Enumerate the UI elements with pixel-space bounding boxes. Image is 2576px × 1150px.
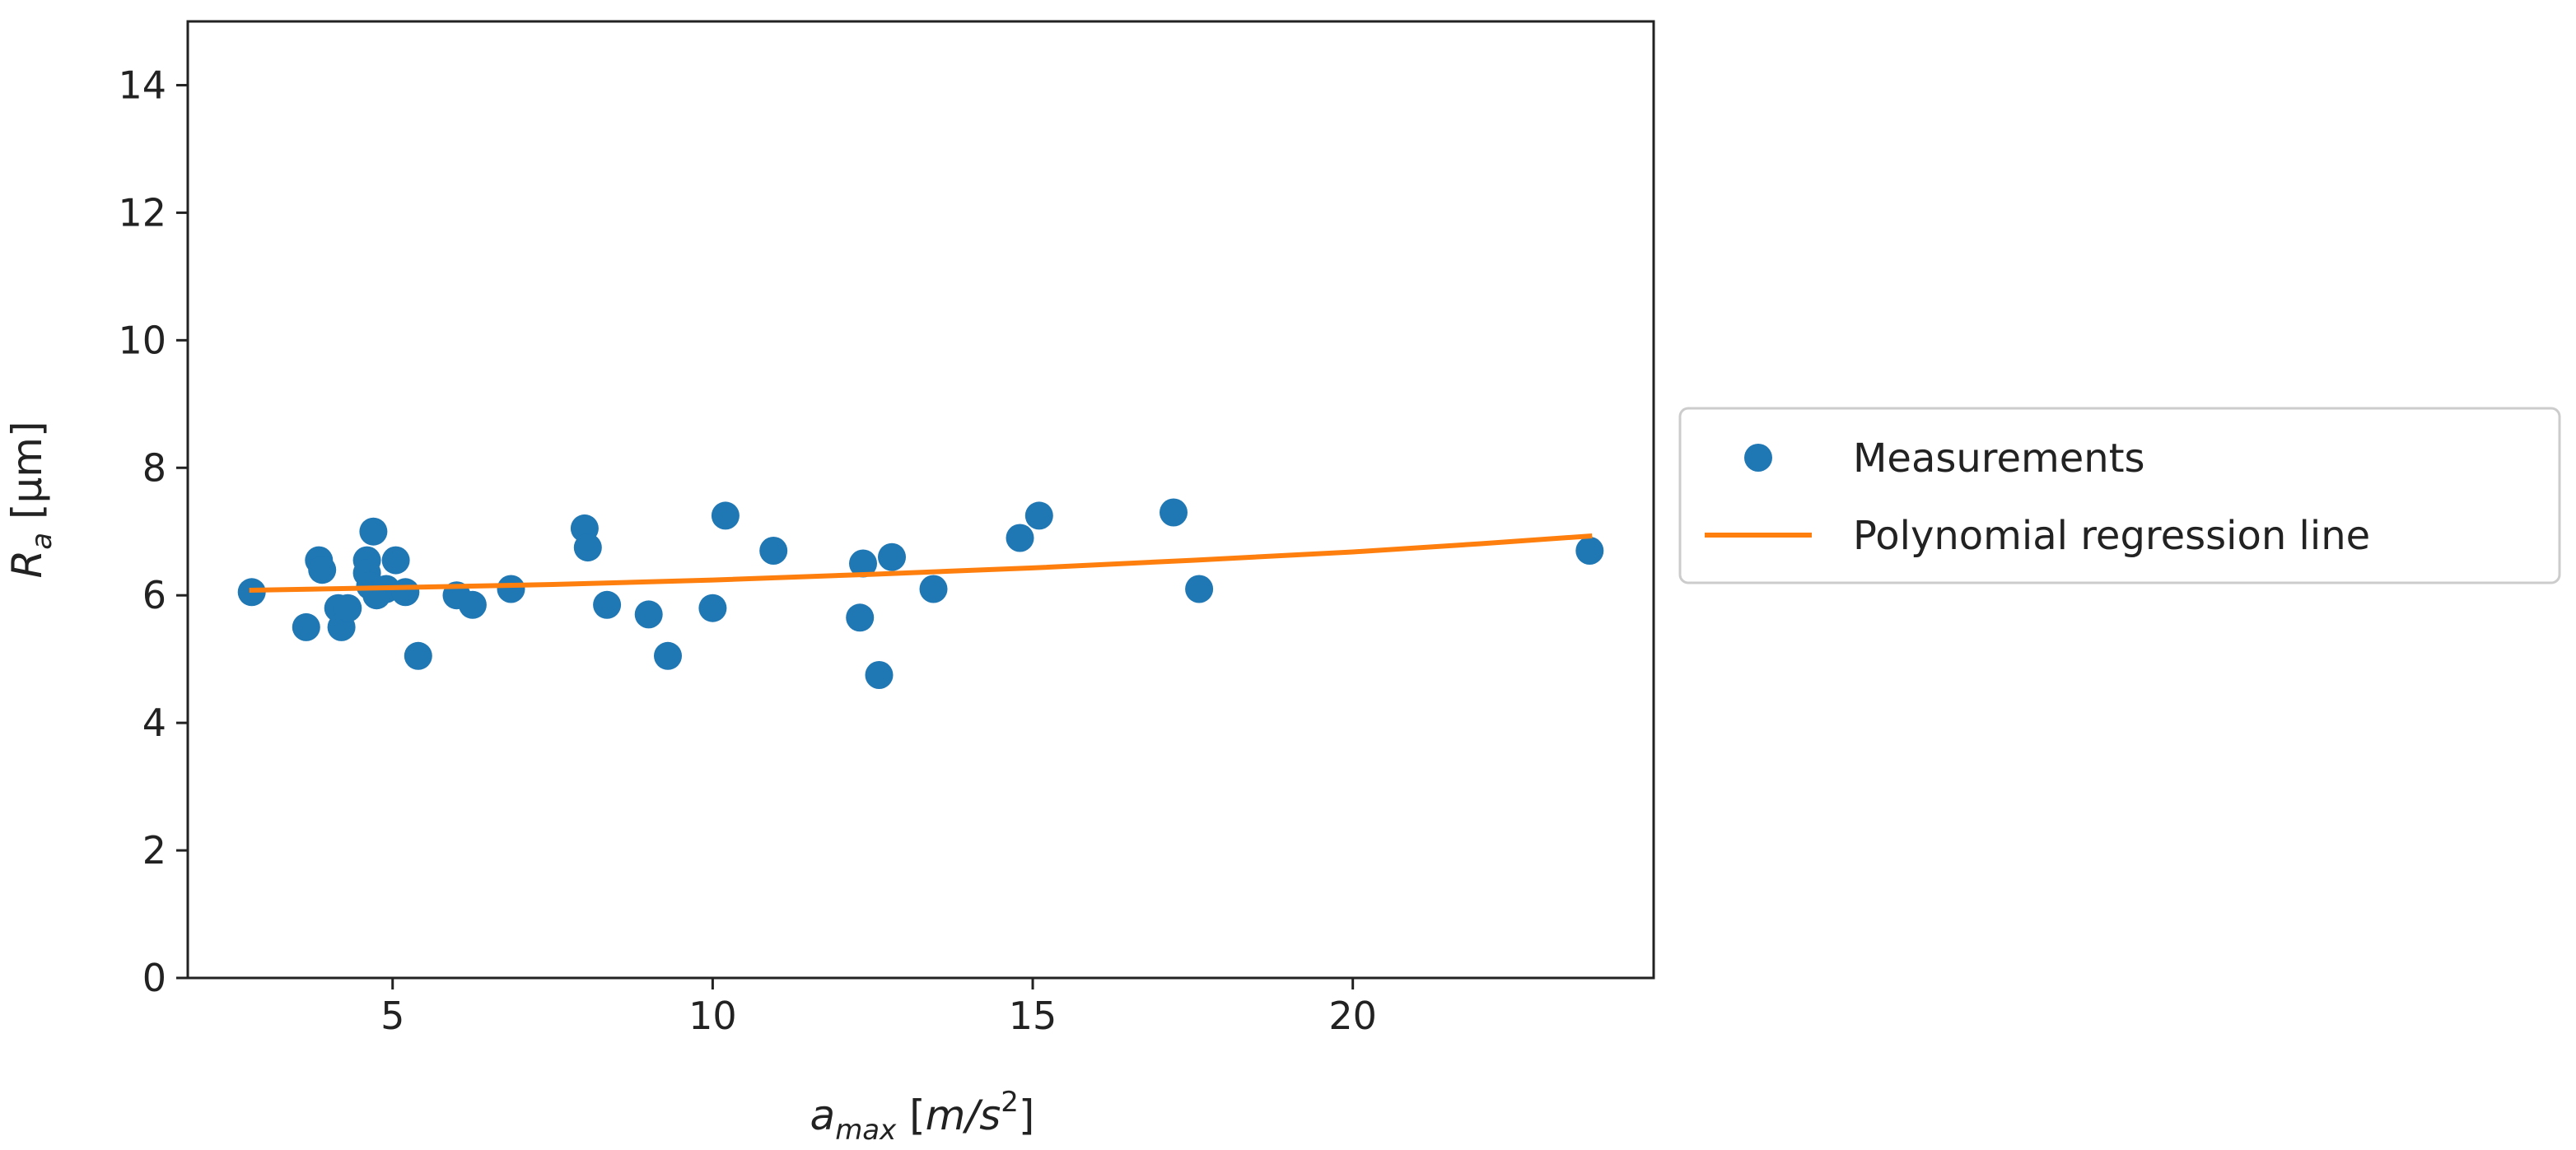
legend: Measurements Polynomial regression line — [1678, 407, 2561, 584]
data-point-35 — [1160, 498, 1188, 527]
x-tick-label-5: 5 — [380, 994, 404, 1038]
legend-marker-swatch — [1744, 444, 1772, 472]
data-point-32 — [919, 575, 948, 603]
data-point-34 — [1024, 501, 1053, 530]
y-label-subscript: a — [26, 533, 58, 550]
data-point-37 — [1575, 537, 1604, 565]
y-tick-label-2: 2 — [142, 828, 166, 873]
data-point-27 — [759, 537, 788, 565]
y-tick-label-0: 0 — [142, 956, 166, 1000]
data-point-33 — [1006, 524, 1034, 552]
data-point-16 — [404, 641, 432, 670]
y-axis-label: Ra [μm] — [3, 421, 58, 578]
plot-frame — [186, 20, 1655, 980]
data-point-29 — [849, 549, 877, 578]
axes-layer: 5 10 15 20 0 2 4 6 8 10 12 14 — [118, 20, 1655, 1038]
y-tick-label-4: 4 — [142, 701, 166, 745]
data-point-24 — [654, 641, 682, 670]
regression-line — [249, 533, 1593, 594]
x-axis-label: amax [m/s2] — [810, 1086, 1035, 1147]
data-point-21 — [573, 533, 602, 562]
x-label-unit-close: ] — [1019, 1092, 1035, 1139]
data-point-7 — [334, 594, 362, 622]
legend-entry-1: Measurements — [1853, 435, 2145, 482]
x-label-main: a — [810, 1092, 836, 1139]
marks-layer — [237, 498, 1604, 689]
data-point-22 — [593, 590, 622, 619]
x-tick-label-15: 15 — [1009, 994, 1057, 1038]
data-point-18 — [458, 590, 487, 619]
data-point-15 — [391, 578, 420, 607]
data-point-14 — [381, 546, 410, 575]
data-point-25 — [698, 594, 727, 622]
data-point-19 — [497, 575, 525, 603]
y-tick-label-10: 10 — [118, 318, 166, 362]
y-tick-label-14: 14 — [118, 63, 166, 107]
legend-entry-2: Polynomial regression line — [1853, 513, 2370, 559]
legend-box — [1678, 407, 2561, 584]
data-point-4 — [308, 556, 337, 584]
x-label-unit-open: [ — [896, 1092, 925, 1139]
x-label-subscript: max — [835, 1114, 897, 1147]
data-point-30 — [865, 661, 894, 689]
y-tick-label-6: 6 — [142, 573, 166, 617]
x-tick-label-20: 20 — [1328, 994, 1377, 1038]
x-label-superscript: 2 — [1001, 1086, 1019, 1119]
data-point-36 — [1185, 575, 1214, 603]
y-label-unit: [μm] — [3, 421, 51, 532]
axis-labels: amax [m/s2] Ra [μm] — [3, 421, 1034, 1147]
y-tick-label-8: 8 — [142, 445, 166, 490]
x-label-unit-base: m/s — [926, 1092, 1001, 1139]
y-tick-label-12: 12 — [118, 190, 166, 235]
data-point-26 — [711, 501, 740, 530]
data-point-23 — [634, 600, 663, 629]
data-point-2 — [292, 612, 320, 641]
y-label-main: R — [3, 550, 51, 579]
x-tick-label-10: 10 — [688, 994, 737, 1038]
data-point-28 — [846, 603, 875, 632]
data-point-31 — [878, 542, 906, 571]
data-point-11 — [359, 517, 388, 546]
